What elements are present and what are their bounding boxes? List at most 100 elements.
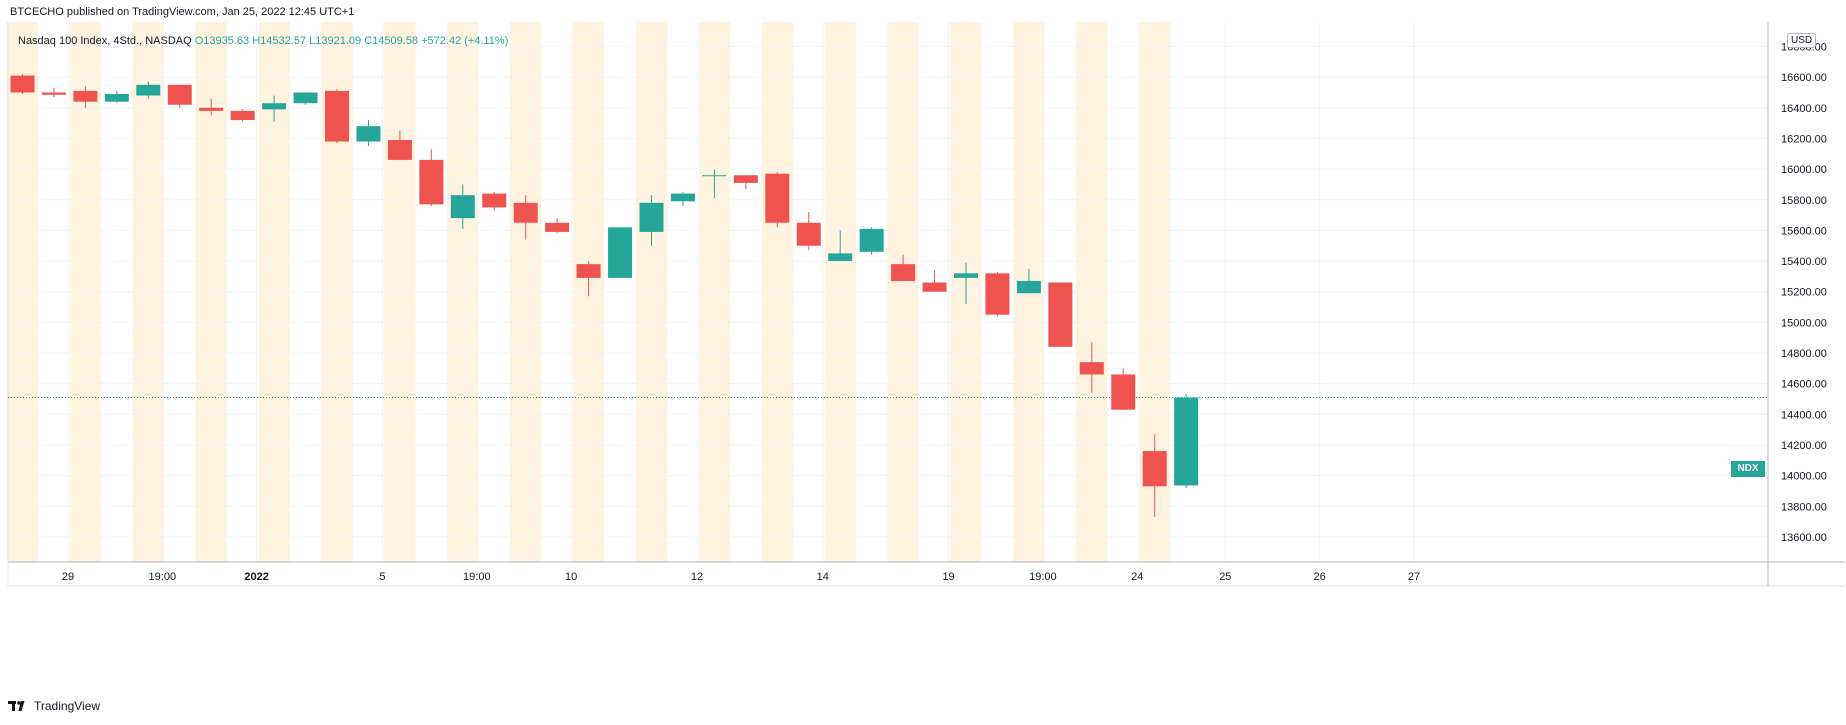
candle-body — [356, 126, 381, 142]
candle-body — [859, 228, 884, 252]
candle-body — [450, 195, 475, 219]
candle-up — [859, 227, 884, 255]
candle-down — [576, 261, 601, 297]
time-tick-label: 12 — [691, 571, 703, 583]
candle-down — [10, 74, 35, 95]
candle-body — [41, 92, 66, 95]
time-tick-label: 25 — [1219, 571, 1231, 583]
price-tick-label: 16400.00 — [1781, 103, 1827, 115]
last-price-symbol-tag: NDX — [1731, 461, 1765, 477]
candle-body — [765, 173, 790, 223]
candle-body — [293, 92, 318, 104]
candle-body — [73, 90, 98, 102]
candle-body — [136, 84, 161, 96]
candle-down — [167, 84, 192, 108]
candle-body — [1142, 451, 1167, 487]
candle-down — [891, 254, 916, 281]
candle-body — [387, 139, 412, 160]
candle-body — [733, 175, 758, 183]
published-line: BTCECHO published on TradingView.com, Ja… — [10, 6, 355, 18]
chart-frame — [7, 22, 1845, 587]
time-axis: 29 19:00 2022 5 19:00 10 12 14 19 19:00 24 25 26 27 — [62, 571, 1420, 583]
time-tick-label: 27 — [1408, 571, 1420, 583]
tradingview-logo-icon — [8, 701, 25, 711]
candle-up — [639, 195, 664, 246]
high-label: H — [252, 35, 261, 47]
price-tick-label: 16200.00 — [1781, 133, 1827, 145]
price-tick-label: 15800.00 — [1781, 195, 1827, 207]
candle-body — [1079, 362, 1104, 375]
candle-down — [733, 175, 758, 190]
candle-up — [136, 81, 161, 99]
candle-body — [513, 202, 538, 223]
candle-body — [954, 273, 978, 278]
candle-body — [199, 107, 224, 111]
candle-body — [419, 159, 444, 205]
candle-down — [482, 192, 507, 211]
candle-body — [262, 103, 287, 110]
candle-body — [230, 110, 255, 121]
candle-down — [765, 172, 790, 228]
price-tick-label: 14600.00 — [1781, 379, 1827, 391]
candle-up — [1174, 393, 1199, 488]
price-tick-label: 13800.00 — [1781, 501, 1827, 513]
candle-body — [796, 222, 821, 246]
price-tick-label: 15200.00 — [1781, 287, 1827, 299]
candle-body — [482, 193, 507, 208]
candle-body — [1111, 374, 1136, 410]
change-value: +572.42 (+4.11%) — [421, 35, 509, 47]
candle-up — [670, 192, 695, 206]
candle-down — [796, 212, 821, 251]
candle-body — [167, 84, 192, 105]
candle-down — [419, 149, 444, 206]
candle-up — [262, 95, 287, 122]
price-tick-label: 14000.00 — [1781, 471, 1827, 483]
candle-body — [576, 264, 601, 278]
candle-body — [545, 222, 570, 232]
price-tick-label: 16000.00 — [1781, 164, 1827, 176]
time-tick-label: 14 — [817, 571, 829, 583]
low-value: 13921.09 — [315, 35, 362, 47]
candle-body — [922, 282, 947, 292]
price-tick-label: 16600.00 — [1781, 72, 1827, 84]
symbol-label: Nasdaq 100 Index, 4Std., NASDAQ — [18, 35, 192, 47]
candle-down — [73, 86, 98, 108]
candle-down — [199, 98, 224, 116]
time-tick-label: 26 — [1314, 571, 1326, 583]
candle-body — [1174, 397, 1199, 486]
candle-up — [356, 120, 381, 147]
open-value: 13935.63 — [203, 35, 250, 47]
price-tick-label: 14400.00 — [1781, 409, 1827, 421]
currency-button[interactable]: USD — [1787, 33, 1817, 48]
time-tick-label: 19:00 — [463, 571, 491, 583]
candle-body — [639, 202, 664, 232]
low-label: L — [309, 35, 316, 47]
candle-up — [702, 169, 727, 199]
candle-down — [922, 270, 947, 292]
time-tick-label: 10 — [565, 571, 577, 583]
candle-down — [1048, 282, 1073, 347]
close-label: C — [364, 35, 373, 47]
candle-up — [1016, 268, 1041, 294]
time-tick-label: 5 — [379, 571, 385, 583]
time-tick-label: 19 — [942, 571, 954, 583]
candle-body — [325, 90, 349, 142]
candle-down — [325, 89, 349, 144]
candle-up — [828, 230, 853, 262]
price-tick-label: 15400.00 — [1781, 256, 1827, 268]
candle-up — [608, 227, 633, 278]
candle-body — [985, 273, 1010, 315]
candle-body — [10, 75, 35, 93]
candle-body — [104, 94, 129, 102]
candle-down — [545, 218, 570, 234]
symbol-legend: Nasdaq 100 Index, 4Std., NASDAQ O13935.6… — [18, 35, 508, 47]
candle-up — [104, 90, 129, 104]
high-value: 14532.57 — [260, 35, 307, 47]
candle-down — [985, 271, 1010, 317]
price-tick-label: 15000.00 — [1781, 317, 1827, 329]
candle-up — [450, 184, 475, 229]
footer-brand[interactable]: TradingView — [8, 699, 100, 713]
candle-body — [608, 227, 633, 278]
candle-body — [891, 264, 916, 281]
